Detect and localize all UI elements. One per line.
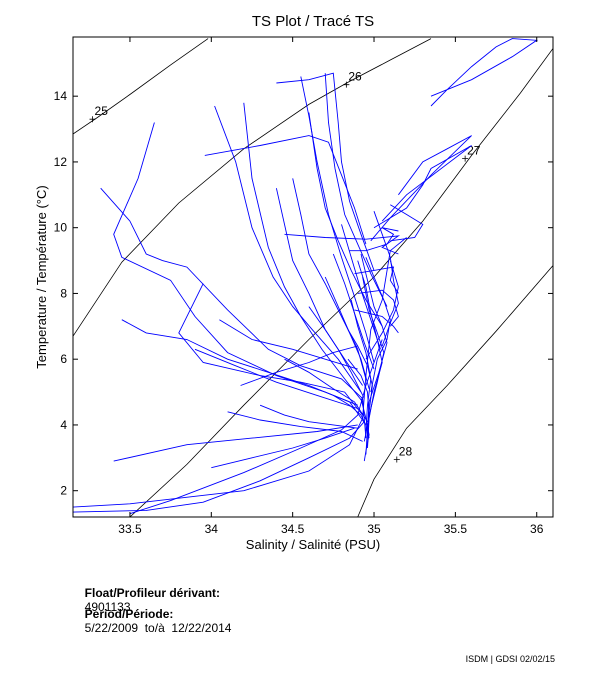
profile-line — [324, 73, 388, 307]
density-contour-26 — [73, 38, 432, 337]
y-tick-label: 14 — [54, 89, 68, 103]
y-tick-label: 2 — [60, 484, 67, 498]
float-value: 4901133 — [84, 600, 131, 614]
density-contour-27 — [129, 48, 553, 517]
period-label: Period/Période: — [84, 607, 174, 621]
profile-line — [333, 395, 370, 439]
y-axis-label: Temperature / Température (°C) — [34, 185, 49, 368]
y-tick-label: 6 — [60, 352, 67, 366]
y-tick-label: 4 — [60, 418, 67, 432]
profile-line — [240, 345, 358, 386]
chart-title: TS Plot / Tracé TS — [252, 13, 374, 30]
profile-line — [73, 237, 407, 508]
profile-line — [341, 224, 381, 350]
x-axis-ticks: 33.5 34 34.5 35 35.5 36 — [118, 37, 544, 536]
contour-label: 25 — [95, 104, 109, 118]
density-contour-28 — [357, 265, 553, 517]
profile-line — [194, 348, 358, 409]
x-tick-label: 35.5 — [444, 522, 468, 536]
profile-line — [284, 358, 368, 422]
profile-line — [284, 233, 401, 255]
profile-line — [373, 145, 472, 229]
contour-label-marker — [393, 456, 400, 463]
contour-label-marker — [89, 116, 96, 123]
profile-line — [227, 411, 363, 442]
contour-label: 28 — [399, 444, 413, 458]
y-tick-label: 12 — [54, 155, 68, 169]
profile-line — [308, 112, 383, 327]
density-contours — [73, 38, 553, 517]
profile-line — [204, 135, 367, 245]
density-contour-25 — [73, 38, 209, 135]
footer-credit: ISDM | GDSI 02/02/15 — [465, 654, 555, 664]
profile-line — [357, 289, 399, 327]
profile-line — [373, 211, 399, 347]
profile-line — [300, 76, 375, 363]
profile-line — [113, 122, 358, 406]
profile-line — [276, 72, 375, 271]
profile-line — [350, 299, 372, 432]
density-contour-labels: 25 26 27 28 — [89, 70, 481, 463]
profile-line — [211, 427, 355, 469]
profile-line — [430, 38, 539, 107]
x-tick-label: 34.5 — [281, 522, 305, 536]
plot-frame — [72, 36, 554, 518]
float-info: Float/Profileur dérivant: 4901133 — [78, 572, 220, 614]
profile-line — [324, 276, 370, 389]
x-tick-label: 35 — [367, 522, 381, 536]
profile-line — [73, 421, 365, 513]
profile-line — [390, 204, 424, 242]
profile-line — [308, 306, 365, 399]
y-tick-label: 10 — [54, 221, 68, 235]
contour-label-marker — [462, 155, 469, 162]
profile-series — [73, 38, 539, 515]
profile-line — [354, 266, 399, 294]
x-tick-label: 34 — [205, 522, 219, 536]
profile-line — [365, 257, 391, 393]
y-tick-label: 8 — [60, 286, 67, 300]
profile-line — [219, 319, 358, 370]
period-info: Period/Période: 5/22/2009 to/à 12/22/201… — [78, 593, 232, 635]
profile-line — [349, 227, 399, 252]
profile-line — [113, 424, 358, 462]
profile-line — [100, 187, 367, 439]
contour-label: 26 — [348, 70, 362, 84]
contour-label-marker — [343, 81, 350, 88]
contour-label: 27 — [467, 144, 481, 158]
profile-line — [360, 398, 370, 462]
float-label: Float/Profileur dérivant: — [84, 586, 221, 600]
profile-line — [332, 253, 375, 370]
x-tick-label: 33.5 — [118, 522, 142, 536]
profile-line — [347, 358, 370, 435]
profile-line — [370, 135, 472, 242]
profile-line — [275, 188, 363, 386]
profile-line — [362, 276, 385, 442]
y-axis-ticks: 2 4 6 8 10 12 14 — [54, 89, 553, 498]
period-value: 5/22/2009 to/à 12/22/2014 — [84, 621, 232, 635]
profile-line — [365, 260, 399, 360]
profile-line — [243, 102, 363, 403]
x-tick-label: 36 — [530, 522, 544, 536]
profile-line — [214, 105, 362, 393]
profile-line — [259, 404, 358, 429]
profile-line — [292, 178, 367, 380]
x-axis-label: Salinity / Salinité (PSU) — [246, 537, 380, 552]
profile-line — [121, 319, 367, 426]
